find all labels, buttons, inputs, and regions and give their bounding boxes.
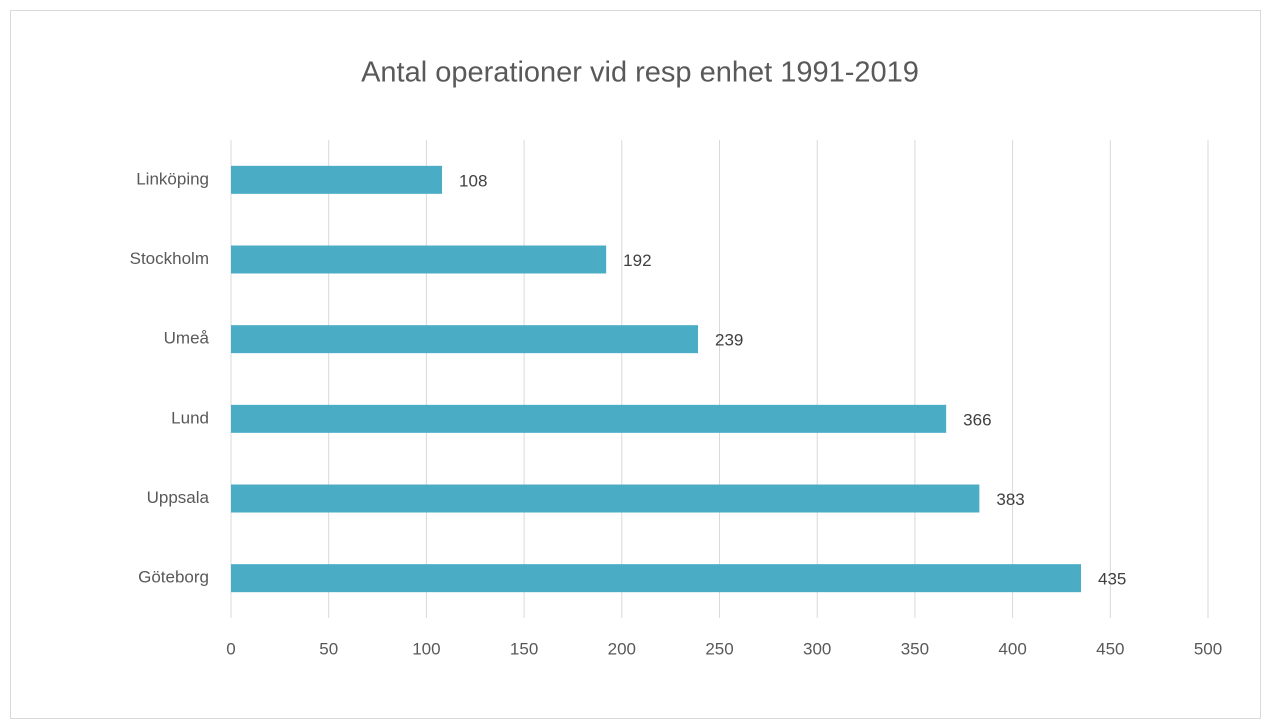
data-label: 108 <box>459 171 487 190</box>
bar <box>231 404 947 433</box>
data-label: 383 <box>996 490 1024 509</box>
x-tick-label: 50 <box>319 639 338 658</box>
y-tick-label: Stockholm <box>130 249 209 268</box>
y-tick-label: Lund <box>171 408 209 427</box>
y-tick-label: Umeå <box>164 329 210 348</box>
y-tick-label: Uppsala <box>147 488 210 507</box>
chart-title: Antal operationer vid resp enhet 1991-20… <box>361 57 919 89</box>
data-label: 192 <box>623 251 651 270</box>
x-tick-label: 100 <box>412 639 440 658</box>
x-tick-label: 500 <box>1194 639 1222 658</box>
x-tick-label: 150 <box>510 639 538 658</box>
chart-border <box>10 10 1261 719</box>
x-tick-label: 350 <box>901 639 929 658</box>
bar <box>231 325 699 354</box>
data-label: 435 <box>1098 570 1126 589</box>
x-tick-label: 400 <box>998 639 1026 658</box>
x-tick-label: 200 <box>608 639 636 658</box>
bar <box>231 564 1081 593</box>
data-label: 239 <box>715 331 743 350</box>
bar <box>231 245 607 274</box>
x-tick-label: 0 <box>226 639 235 658</box>
x-tick-label: 300 <box>803 639 831 658</box>
x-tick-label: 250 <box>705 639 733 658</box>
y-tick-label: Göteborg <box>138 568 209 587</box>
y-tick-label: Linköping <box>136 169 209 188</box>
bar <box>231 165 443 194</box>
bar <box>231 484 980 513</box>
data-label: 366 <box>963 410 991 429</box>
x-tick-label: 450 <box>1096 639 1124 658</box>
